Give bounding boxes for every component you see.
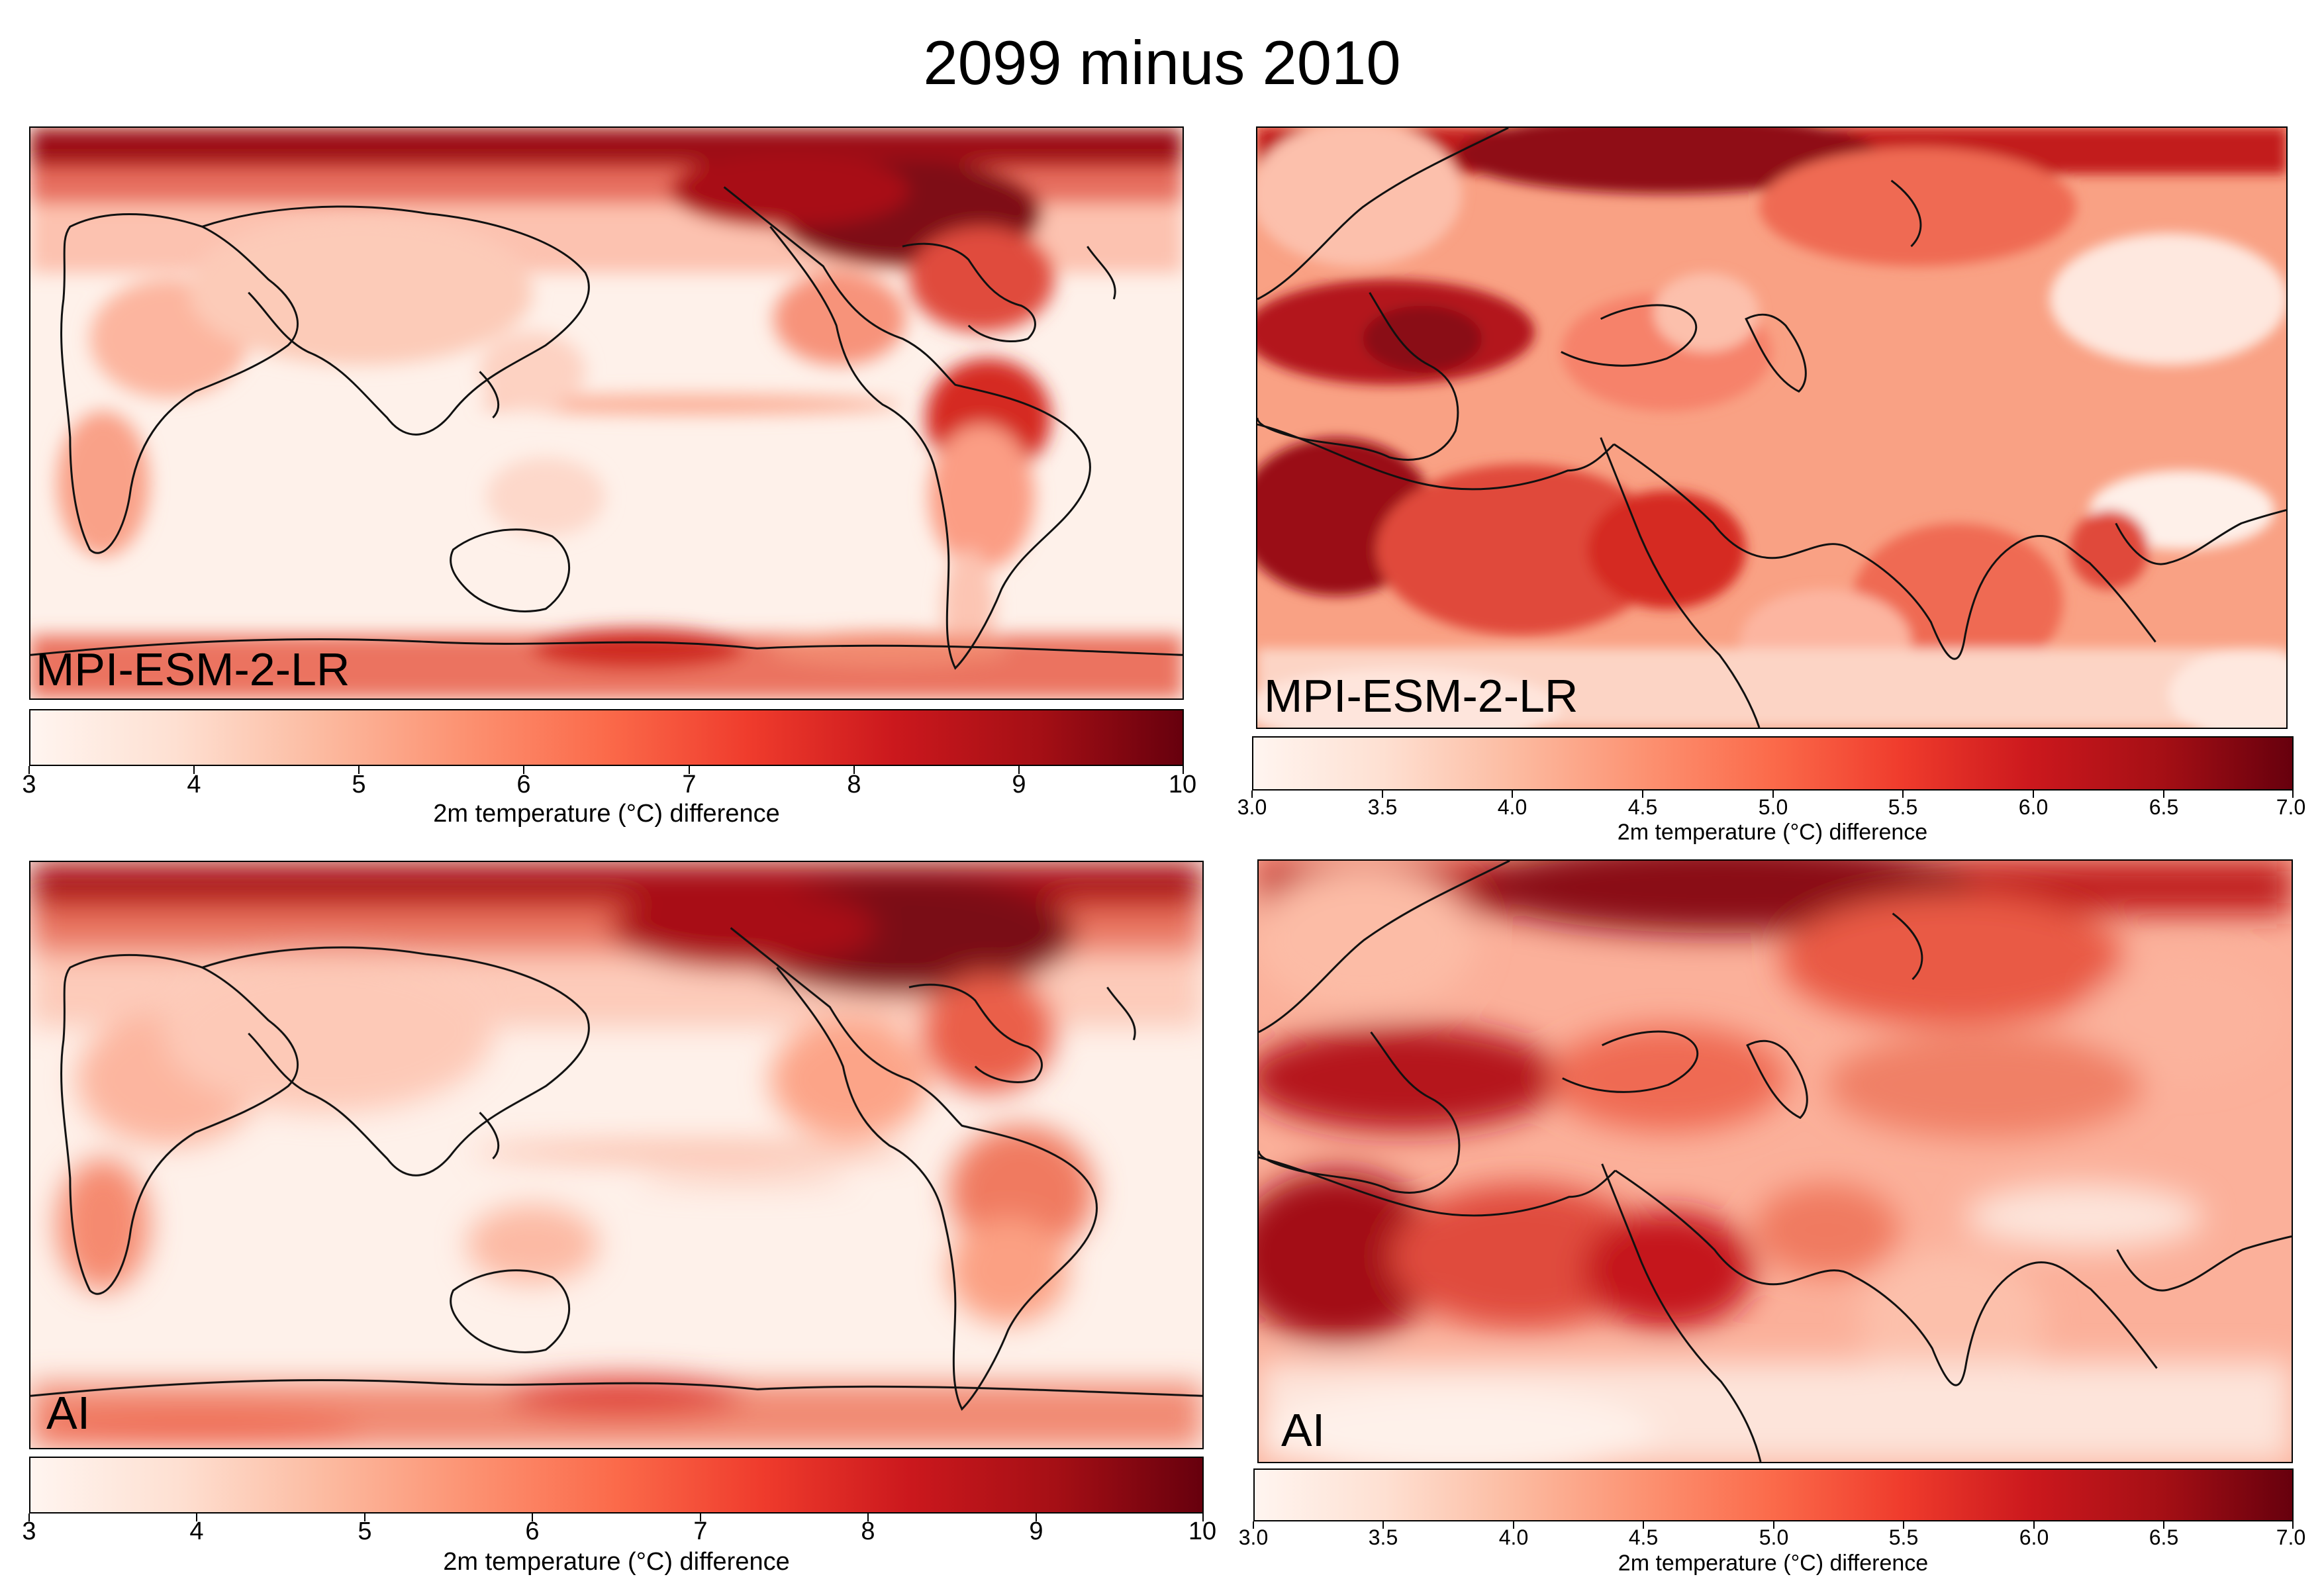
colorbar-tick: [1382, 1521, 1384, 1529]
colorbar-tick-label: 4.0: [1497, 795, 1527, 819]
colorbar-tick: [1903, 1521, 1904, 1529]
colorbar-title-regional-mpi: 2m temperature (°C) difference: [1617, 820, 1928, 845]
colorbar-tick: [1512, 791, 1513, 798]
colorbar-tick: [532, 1514, 533, 1521]
colorbar-tick: [1036, 1514, 1037, 1521]
colorbar-tick-label: 6: [525, 1517, 540, 1545]
colorbar-tick-label: 3: [22, 771, 36, 798]
global-map-ai-field: [30, 862, 1202, 1448]
colorbar-tick-label: 3.0: [1237, 795, 1267, 819]
colorbar-tick-label: 7.0: [2276, 795, 2306, 819]
colorbar-tick: [700, 1514, 701, 1521]
colorbar-tick: [689, 766, 690, 774]
colorbar-tick: [2033, 1521, 2035, 1529]
regional-map-ai: AI: [1257, 859, 2293, 1463]
colorbar-tick: [1513, 1521, 1514, 1529]
colorbar-tick: [1202, 1514, 1204, 1521]
colorbar-regional-mpi: [1252, 736, 2294, 791]
colorbar-tick-label: 5: [358, 1517, 372, 1545]
colorbar-tick-label: 6.0: [2018, 795, 2049, 819]
colorbar-global-ai: [29, 1457, 1204, 1514]
colorbar-title-regional-ai: 2m temperature (°C) difference: [1618, 1551, 1929, 1576]
model-label-mpi-regional: MPI-ESM-2-LR: [1264, 670, 1578, 722]
model-label-mpi-global: MPI-ESM-2-LR: [36, 644, 350, 695]
colorbar-tick-label: 5.0: [1759, 1525, 1789, 1549]
colorbar-tick: [523, 766, 524, 774]
colorbar-tick: [1183, 766, 1184, 774]
colorbar-tick: [1772, 791, 1774, 798]
colorbar-tick-label: 5.0: [1758, 795, 1788, 819]
colorbar-tick: [196, 1514, 197, 1521]
colorbar-tick-label: 6.5: [2149, 795, 2179, 819]
colorbar-tick: [2163, 1521, 2164, 1529]
colorbar-tick-label: 7: [682, 771, 697, 798]
colorbar-tick-label: 6.0: [2019, 1525, 2049, 1549]
colorbar-tick: [2292, 791, 2294, 798]
colorbar-tick: [1643, 1521, 1644, 1529]
colorbar-tick: [853, 766, 855, 774]
colorbar-tick-label: 3: [22, 1517, 36, 1545]
figure-title: 2099 minus 2010: [923, 28, 1401, 97]
colorbar-tick: [1251, 791, 1253, 798]
colorbar-tick-label: 10: [1188, 1517, 1217, 1545]
model-label-ai-global: AI: [46, 1387, 91, 1439]
colorbar-tick: [28, 766, 30, 774]
colorbar-tick-label: 8: [847, 771, 861, 798]
colorbar-tick-label: 3.5: [1367, 795, 1398, 819]
colorbar-tick-label: 10: [1168, 771, 1197, 798]
colorbar-tick-label: 9: [1012, 771, 1026, 798]
colorbar-tick-label: 7: [693, 1517, 708, 1545]
global-map-mpi: MPI-ESM-2-LR: [29, 126, 1184, 700]
colorbar-title-global-mpi: 2m temperature (°C) difference: [433, 800, 780, 828]
global-map-ai: AI: [29, 861, 1204, 1449]
colorbar-tick: [1018, 766, 1020, 774]
colorbar-tick: [1382, 791, 1383, 798]
colorbar-tick-label: 3.0: [1238, 1525, 1269, 1549]
colorbar-tick-label: 4.0: [1498, 1525, 1529, 1549]
colorbar-tick: [364, 1514, 365, 1521]
colorbar-tick-label: 4: [187, 771, 201, 798]
colorbar-tick: [1773, 1521, 1774, 1529]
colorbar-tick: [193, 766, 195, 774]
colorbar-global-mpi: [29, 709, 1184, 766]
colorbar-tick: [2292, 1521, 2294, 1529]
colorbar-tick-label: 4.5: [1627, 795, 1658, 819]
colorbar-regional-ai: [1253, 1468, 2294, 1521]
colorbar-tick-label: 6.5: [2149, 1525, 2179, 1549]
colorbar-tick-label: 4.5: [1628, 1525, 1659, 1549]
colorbar-tick-label: 4: [189, 1517, 204, 1545]
regional-map-ai-field: [1259, 861, 2292, 1462]
colorbar-tick: [2033, 791, 2034, 798]
regional-map-mpi-field: [1257, 128, 2286, 728]
colorbar-tick-label: 8: [861, 1517, 875, 1545]
colorbar-tick: [1642, 791, 1643, 798]
colorbar-tick: [28, 1514, 30, 1521]
colorbar-tick-label: 3.5: [1368, 1525, 1398, 1549]
colorbar-tick-label: 7.0: [2276, 1525, 2306, 1549]
global-map-mpi-field: [30, 128, 1183, 698]
colorbar-tick: [358, 766, 360, 774]
colorbar-tick: [867, 1514, 869, 1521]
colorbar-tick-label: 9: [1029, 1517, 1043, 1545]
colorbar-title-global-ai: 2m temperature (°C) difference: [443, 1548, 790, 1576]
colorbar-tick: [1902, 791, 1904, 798]
model-label-ai-regional: AI: [1281, 1404, 1326, 1456]
colorbar-tick-label: 5.5: [1888, 1525, 1919, 1549]
colorbar-tick: [2163, 791, 2164, 798]
colorbar-tick-label: 5: [352, 771, 366, 798]
regional-map-mpi: MPI-ESM-2-LR: [1256, 126, 2288, 729]
colorbar-tick: [1253, 1521, 1254, 1529]
colorbar-tick-label: 5.5: [1888, 795, 1918, 819]
colorbar-tick-label: 6: [516, 771, 531, 798]
